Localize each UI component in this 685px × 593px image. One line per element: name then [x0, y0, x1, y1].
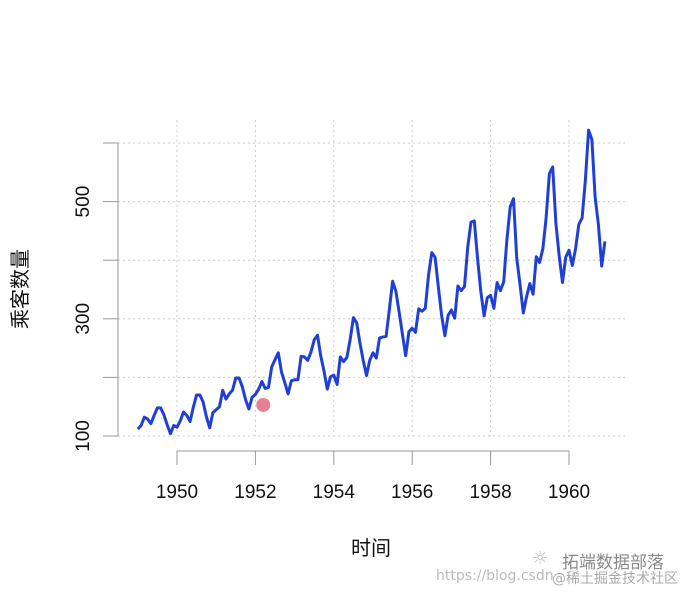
y-tick-label: 100 — [73, 420, 94, 452]
passenger-series-line — [136, 128, 607, 436]
y-tick-label: 500 — [73, 186, 94, 218]
x-axis-label: 时间 — [351, 536, 391, 560]
x-tick-label: 1950 — [156, 482, 198, 503]
x-tick-label: 1952 — [234, 482, 276, 503]
y-axis-label: 乘客数量 — [8, 249, 32, 329]
watermark-brand: 拓端数据部落 — [562, 553, 664, 573]
highlight-point — [256, 397, 271, 412]
y-tick-label: 300 — [73, 303, 94, 335]
watermark-community: @稀土掘金技术社区 — [552, 571, 678, 587]
x-tick-label: 1960 — [548, 482, 590, 503]
watermark-url: https://blog.csdn — [436, 568, 554, 584]
watermark-logo-icon: ☼ — [532, 548, 549, 569]
x-tick-label: 1956 — [391, 482, 433, 503]
x-tick-label: 1958 — [469, 482, 511, 503]
x-tick-label: 1954 — [313, 482, 356, 503]
